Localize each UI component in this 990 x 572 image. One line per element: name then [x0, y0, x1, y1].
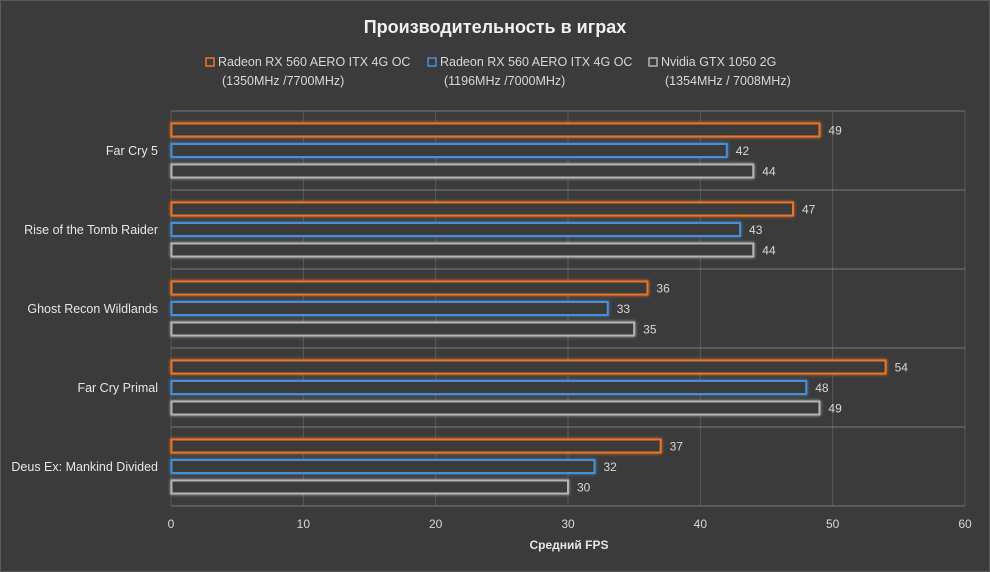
x-tick-label-0: 0 [168, 517, 175, 531]
legend-swatch-2 [648, 57, 658, 67]
bar-2-2 [170, 321, 636, 337]
bar-0-0 [170, 122, 821, 138]
bars [170, 122, 887, 495]
bar-4-1 [170, 459, 596, 474]
category-label-3: Far Cry Primal [77, 381, 158, 395]
legend-label-2: Nvidia GTX 1050 2G [661, 55, 776, 69]
legend-swatch-0 [205, 57, 215, 67]
category-label-2: Ghost Recon Wildlands [27, 302, 158, 316]
legend-sublabel-0: (1350MHz /7700MHz) [222, 74, 344, 88]
legend-swatch-1 [427, 57, 437, 67]
x-tick-label-20: 20 [429, 517, 443, 531]
category-label-4: Deus Ex: Mankind Divided [11, 460, 158, 474]
bar-2-1 [170, 301, 609, 316]
legend-sublabel-2: (1354MHz / 7008MHz) [665, 74, 791, 88]
value-label-4-1: 32 [603, 460, 617, 474]
value-label-4-2: 30 [577, 481, 591, 495]
bar-3-1 [170, 380, 808, 395]
legend-sublabel-1: (1196MHz /7000MHz) [444, 74, 565, 88]
bar-0-1 [170, 143, 728, 158]
x-tick-label-10: 10 [297, 517, 311, 531]
x-tick-label-40: 40 [694, 517, 708, 531]
bar-0-2 [170, 163, 755, 179]
value-labels: 49 42 44 47 43 44 36 33 35 54 48 49 37 32 30 [577, 124, 908, 495]
legend-label-0: Radeon RX 560 AERO ITX 4G OC [218, 55, 410, 69]
category-label-1: Rise of the Tomb Raider [24, 223, 158, 237]
legend-label-1: Radeon RX 560 AERO ITX 4G OC [440, 55, 632, 69]
value-label-1-2: 44 [762, 244, 776, 258]
x-axis-title: Средний FPS [530, 538, 609, 552]
value-label-2-2: 35 [643, 323, 657, 337]
legend: Radeon RX 560 AERO ITX 4G OC (1350MHz /77… [205, 55, 791, 88]
value-label-3-2: 49 [828, 402, 842, 416]
bar-4-2 [170, 479, 569, 495]
value-label-1-0: 47 [802, 203, 816, 217]
value-label-1-1: 43 [749, 223, 763, 237]
value-label-0-2: 44 [762, 165, 776, 179]
bar-3-2 [170, 400, 821, 416]
category-label-0: Far Cry 5 [106, 144, 158, 158]
value-label-0-1: 42 [736, 144, 750, 158]
x-tick-label-50: 50 [826, 517, 840, 531]
category-labels: Far Cry 5 Rise of the Tomb Raider Ghost Re… [11, 144, 158, 474]
bar-1-2 [170, 242, 755, 258]
value-label-3-0: 54 [895, 361, 909, 375]
bar-2-0 [170, 280, 649, 296]
chart-title: Производительность в играх [364, 17, 627, 37]
bar-1-1 [170, 222, 742, 237]
x-tick-label-30: 30 [561, 517, 575, 531]
bar-1-0 [170, 201, 794, 217]
category-separators [171, 110, 965, 507]
value-label-4-0: 37 [670, 440, 684, 454]
bar-3-0 [170, 359, 887, 375]
value-label-2-1: 33 [617, 302, 631, 316]
bar-4-0 [170, 438, 662, 454]
value-label-2-0: 36 [656, 282, 670, 296]
x-tick-label-60: 60 [958, 517, 972, 531]
value-label-0-0: 49 [828, 124, 842, 138]
x-tick-labels: 0 10 20 30 40 50 60 [168, 517, 972, 531]
value-label-3-1: 48 [815, 381, 829, 395]
